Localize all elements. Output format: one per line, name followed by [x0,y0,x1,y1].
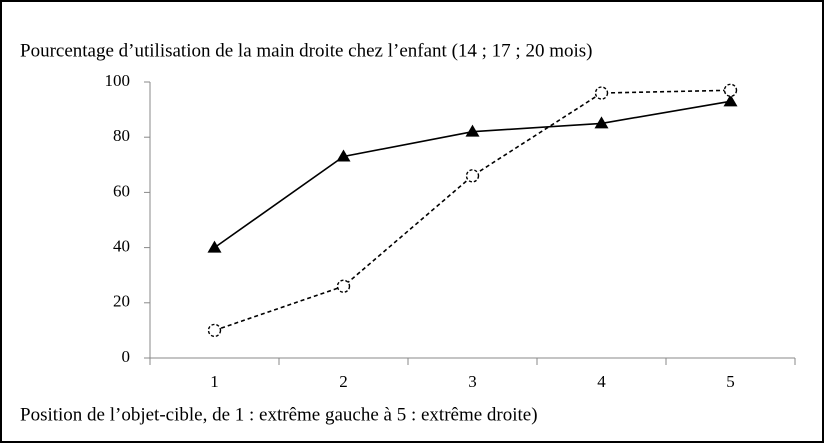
y-tick-label: 20 [113,292,130,311]
x-tick-label: 1 [210,372,219,391]
y-tick-label: 60 [113,181,130,200]
triangle-marker [723,94,738,107]
circle-marker [336,279,351,293]
triangle-marker [594,116,609,129]
triangle-marker [336,149,351,162]
triangle-marker [465,124,480,137]
circle-marker [723,83,738,97]
circle-marker [594,86,609,100]
x-tick-label: 3 [468,372,477,391]
x-axis-label: Position de l’objet-cible, de 1 : extrêm… [20,404,538,425]
triangle-marker [207,240,222,253]
y-tick-label: 100 [105,71,131,90]
y-tick-label: 80 [113,126,130,145]
y-tick-label: 0 [122,347,131,366]
chart-title: Pourcentage d’utilisation de la main dro… [20,40,592,61]
x-tick-label: 4 [597,372,606,391]
circle-marker [207,323,222,338]
y-tick-label: 40 [113,237,130,256]
x-tick-label: 5 [726,372,735,391]
circle-marker [465,169,480,183]
x-tick-label: 2 [339,372,348,391]
